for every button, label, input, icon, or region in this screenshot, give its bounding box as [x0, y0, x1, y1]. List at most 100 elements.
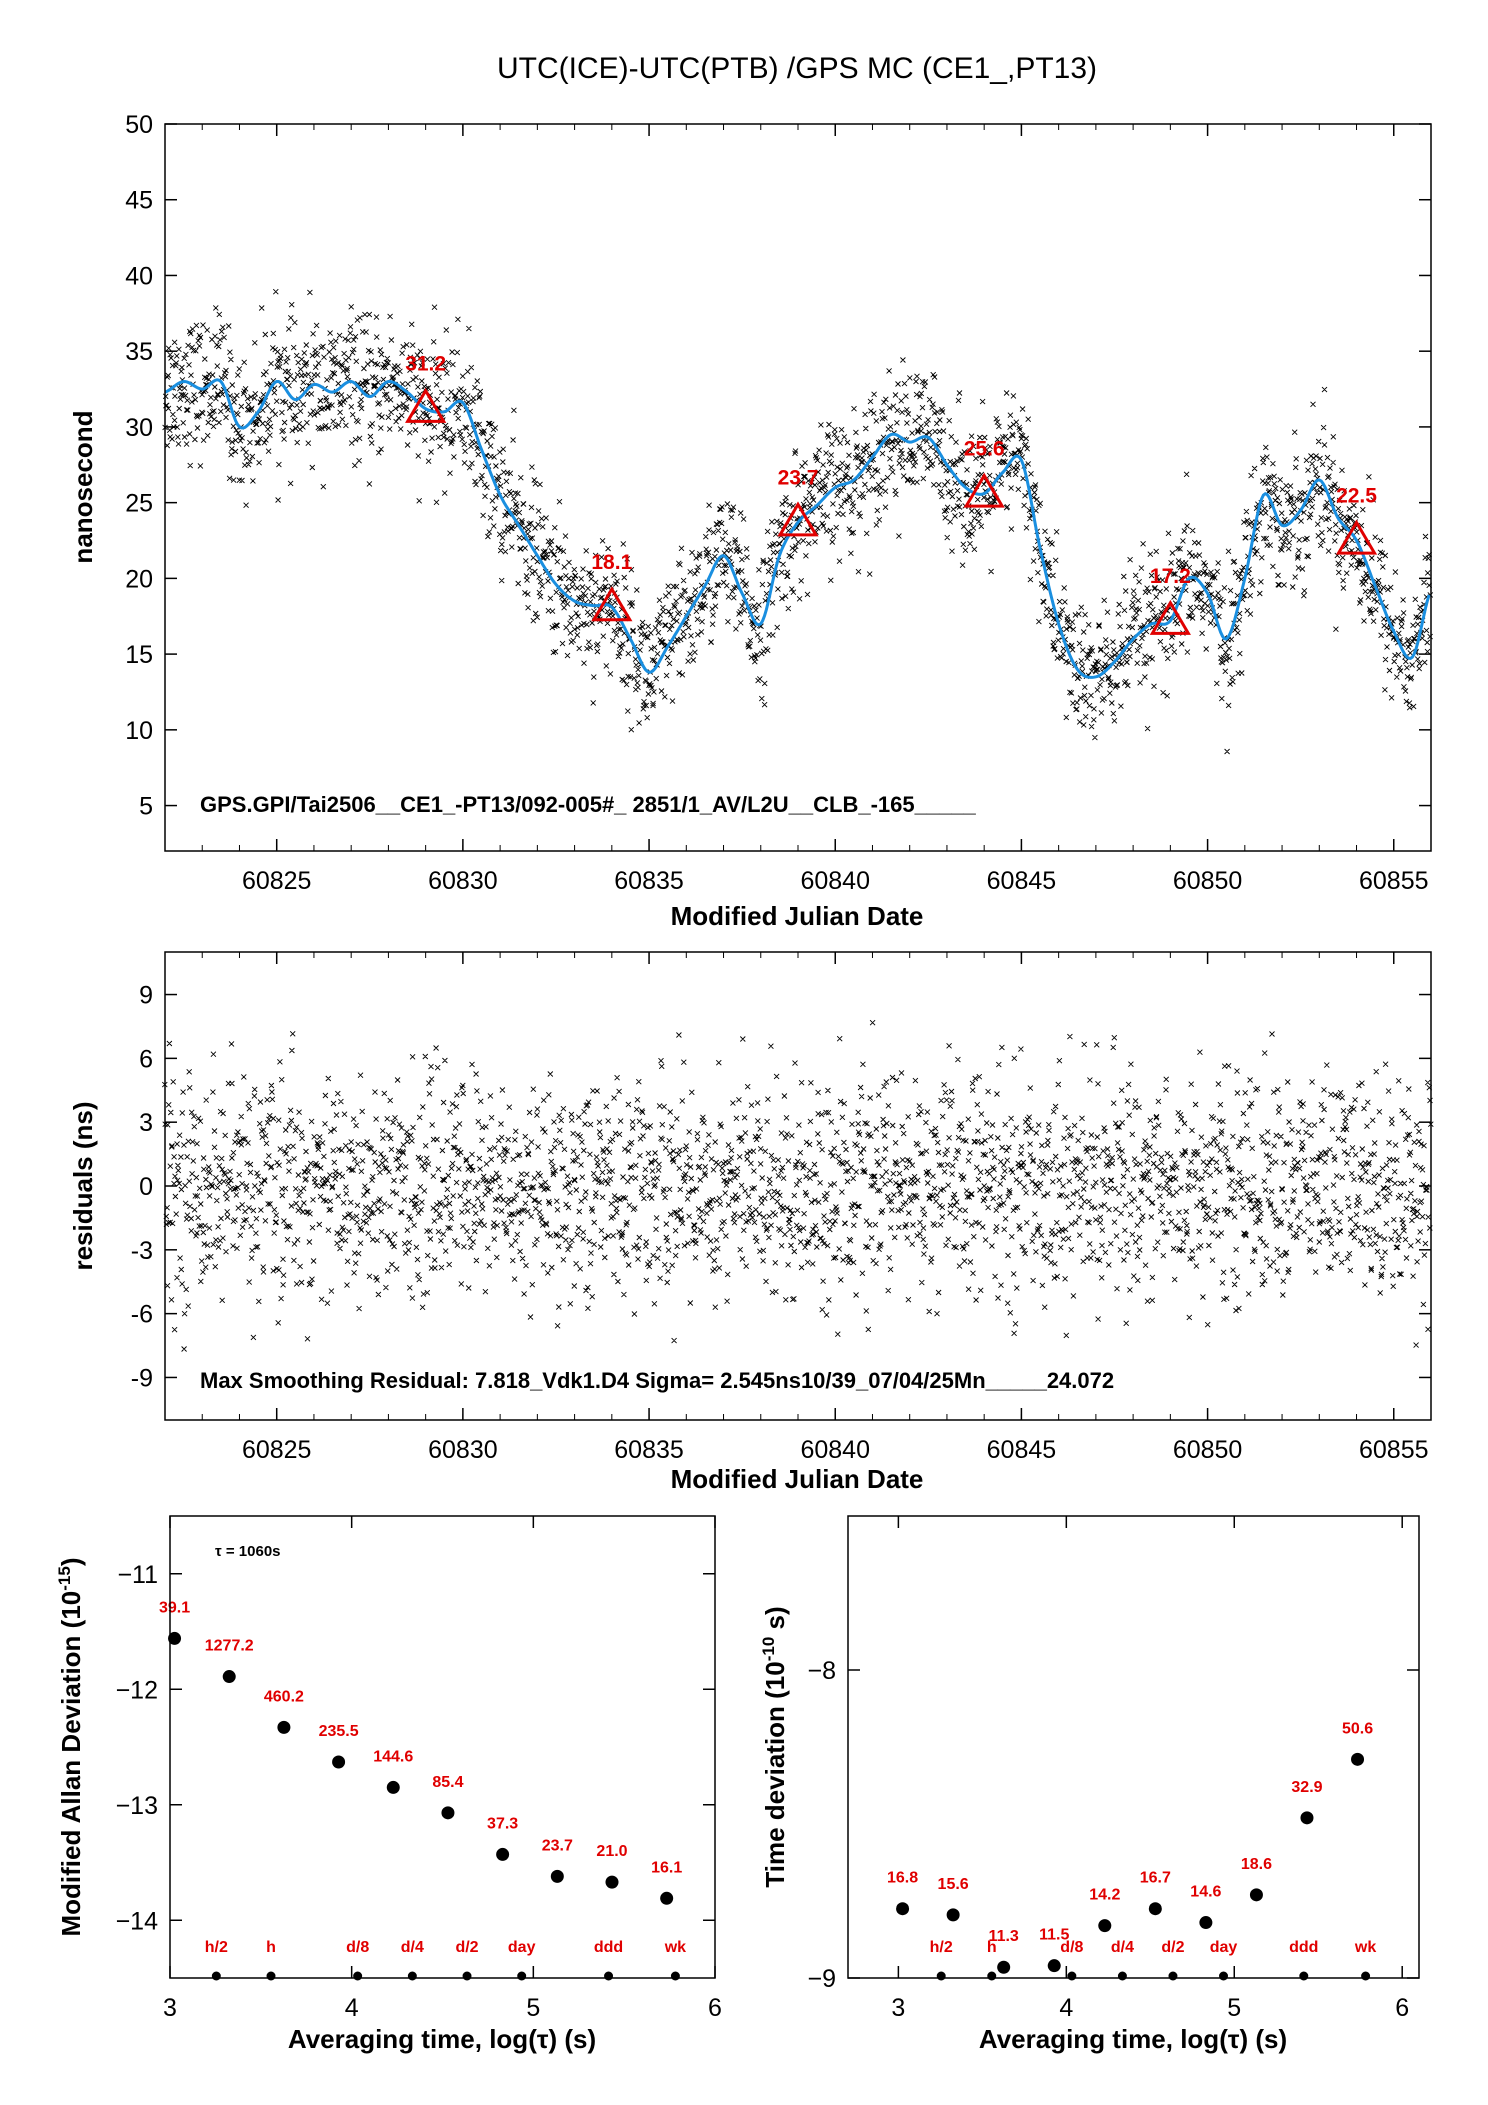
mdev-interval-marker [211, 1971, 221, 1981]
tdev-point-label: 16.8 [887, 1870, 918, 1887]
mdev-point-label: 85.4 [432, 1774, 463, 1791]
residuals-axes: 60825 60830 60835 60840 60845 60850 60855 -9 -6 -… [131, 952, 1432, 1464]
timeseries-xlabel: Modified Julian Date [671, 901, 924, 931]
tdev-point-label: 14.2 [1089, 1887, 1120, 1904]
mdev-point-label: 16.1 [651, 1859, 682, 1876]
timeseries-marker-label: 17.2 [1150, 565, 1191, 588]
timeseries-marker-triangle [963, 472, 1005, 508]
timeseries-points: 31.2 18.1 23.7 25.6 17.2 22.5 [162, 288, 1434, 755]
mdev-point-label: 235.5 [319, 1723, 359, 1740]
timeseries-ytick-label: 5 [139, 793, 153, 821]
tdev-point-label: 14.6 [1190, 1884, 1221, 1901]
residuals-xtick-label: 60835 [614, 1436, 684, 1464]
mdev-xtick-label: 3 [163, 1994, 177, 2022]
timeseries-frame [164, 123, 1432, 852]
tdev-interval-marker [1299, 1971, 1309, 1981]
mdev-tau-note: τ = 1060s [215, 1543, 281, 1560]
tdev-xlabel: Averaging time, log(τ) (s) [979, 2024, 1287, 2054]
timeseries-xtick-label: 60850 [1173, 867, 1243, 895]
tdev-interval-marker [936, 1971, 946, 1981]
mdev-frame [169, 1515, 716, 1979]
mdev-xtick-label: 6 [708, 1994, 722, 2022]
timeseries-marker-triangle [1335, 519, 1378, 555]
residuals-ytick-label: 3 [139, 1109, 153, 1137]
timeseries-xtick-label: 60840 [800, 867, 870, 895]
residuals-xtick-label: 60855 [1359, 1436, 1429, 1464]
mdev-interval-label: h/2 [205, 1939, 228, 1956]
mdev-ytick-label: −11 [117, 1561, 158, 1589]
tdev-point [997, 1960, 1011, 1974]
tdev-point [1300, 1811, 1314, 1825]
tdev-xtick-label: 3 [891, 1994, 905, 2022]
tdev-xtick-label: 4 [1059, 1994, 1073, 2022]
mdev-point-label: 1277.2 [205, 1638, 254, 1655]
timeseries-ytick-label: 10 [125, 717, 153, 745]
mdev-interval-marker [517, 1971, 527, 1981]
tdev-interval-marker [1067, 1971, 1077, 1981]
mdev-interval-label: h [266, 1939, 276, 1956]
mdev-interval-marker [670, 1971, 680, 1981]
tdev-point [1047, 1959, 1061, 1973]
timeseries-ylabel: nanosecond [68, 410, 98, 563]
tdev-point [1249, 1888, 1263, 1902]
tdev-point-label: 16.7 [1140, 1870, 1171, 1887]
mdev-point [550, 1869, 564, 1883]
mdev-ylabel-sup: -15 [55, 1566, 74, 1591]
timeseries-xtick-label: 60855 [1359, 867, 1429, 895]
tdev-interval-label: h/2 [930, 1939, 953, 1956]
tdev-panel: 3 4 5 6 −9 −8 16.8 15.6 11.3 11.5 14.2 16.7 14.6 18.6… [759, 1515, 1420, 2054]
mdev-ytick-label: −12 [116, 1676, 158, 1704]
timeseries-panel: 31.2 18.1 23.7 25.6 17.2 22.5 60825 60830 60835… [68, 111, 1434, 931]
tdev-point-label: 32.9 [1291, 1779, 1322, 1796]
timeseries-ytick-label: 35 [125, 338, 153, 366]
mdev-ylabel-main: Modified Allan Deviation (10 [56, 1591, 86, 1937]
timeseries-marker-label: 23.7 [778, 466, 819, 489]
tdev-point [1351, 1752, 1365, 1766]
tdev-xtick-label: 6 [1395, 1994, 1409, 2022]
mdev-interval-label: d/2 [455, 1939, 478, 1956]
timeseries-ytick-label: 40 [125, 262, 153, 290]
mdev-point [441, 1806, 455, 1820]
mdev-point [605, 1875, 619, 1889]
tdev-ylabel-main: Time deviation (10 [760, 1661, 790, 1887]
mdev-ytick-label: −13 [116, 1792, 158, 1820]
mdev-point [386, 1780, 400, 1794]
timeseries-ytick-label: 25 [125, 490, 153, 518]
mdev-point [277, 1720, 291, 1734]
timeseries-xtick-label: 60845 [987, 867, 1057, 895]
tdev-point-label: 15.6 [938, 1876, 969, 1893]
residuals-xtick-label: 60825 [242, 1436, 312, 1464]
mdev-ylabel-end: ) [56, 1558, 86, 1567]
tdev-point [1148, 1902, 1162, 1916]
timeseries-marker-triangle [591, 586, 633, 622]
tdev-point [1098, 1919, 1112, 1933]
residuals-ytick-label: 9 [139, 982, 153, 1010]
timeseries-ytick-label: 30 [125, 414, 153, 442]
mdev-xtick-label: 5 [526, 1994, 540, 2022]
tdev-interval-label: d/2 [1161, 1939, 1184, 1956]
timeseries-marker-triangle [777, 501, 819, 537]
timeseries-xtick-label: 60830 [428, 867, 498, 895]
residuals-ytick-label: 6 [139, 1045, 153, 1073]
mdev-point-label: 21.0 [596, 1843, 627, 1860]
timeseries-annotation: GPS.GPI/Tai2506__CE1_-PT13/092-005#_ 285… [200, 792, 977, 817]
timeseries-xtick-label: 60835 [614, 867, 684, 895]
timeseries-ytick-label: 15 [125, 641, 153, 669]
residuals-xtick-label: 60845 [987, 1436, 1057, 1464]
tdev-interval-label: h [987, 1939, 997, 1956]
timeseries-ytick-label: 20 [125, 565, 153, 593]
mdev-point [168, 1631, 182, 1645]
tdev-interval-marker [987, 1971, 997, 1981]
timeseries-marker-label: 22.5 [1336, 485, 1377, 508]
mdev-interval-label: d/8 [346, 1939, 369, 1956]
mdev-point-label: 460.2 [264, 1688, 304, 1705]
mdev-interval-marker [604, 1971, 614, 1981]
residuals-xtick-label: 60830 [428, 1436, 498, 1464]
residuals-ytick-label: -9 [131, 1364, 153, 1392]
tdev-point-label: 11.3 [989, 1928, 1019, 1945]
tdev-ylabel-sup: -10 [759, 1637, 778, 1662]
mdev-interval-label: day [508, 1939, 536, 1956]
